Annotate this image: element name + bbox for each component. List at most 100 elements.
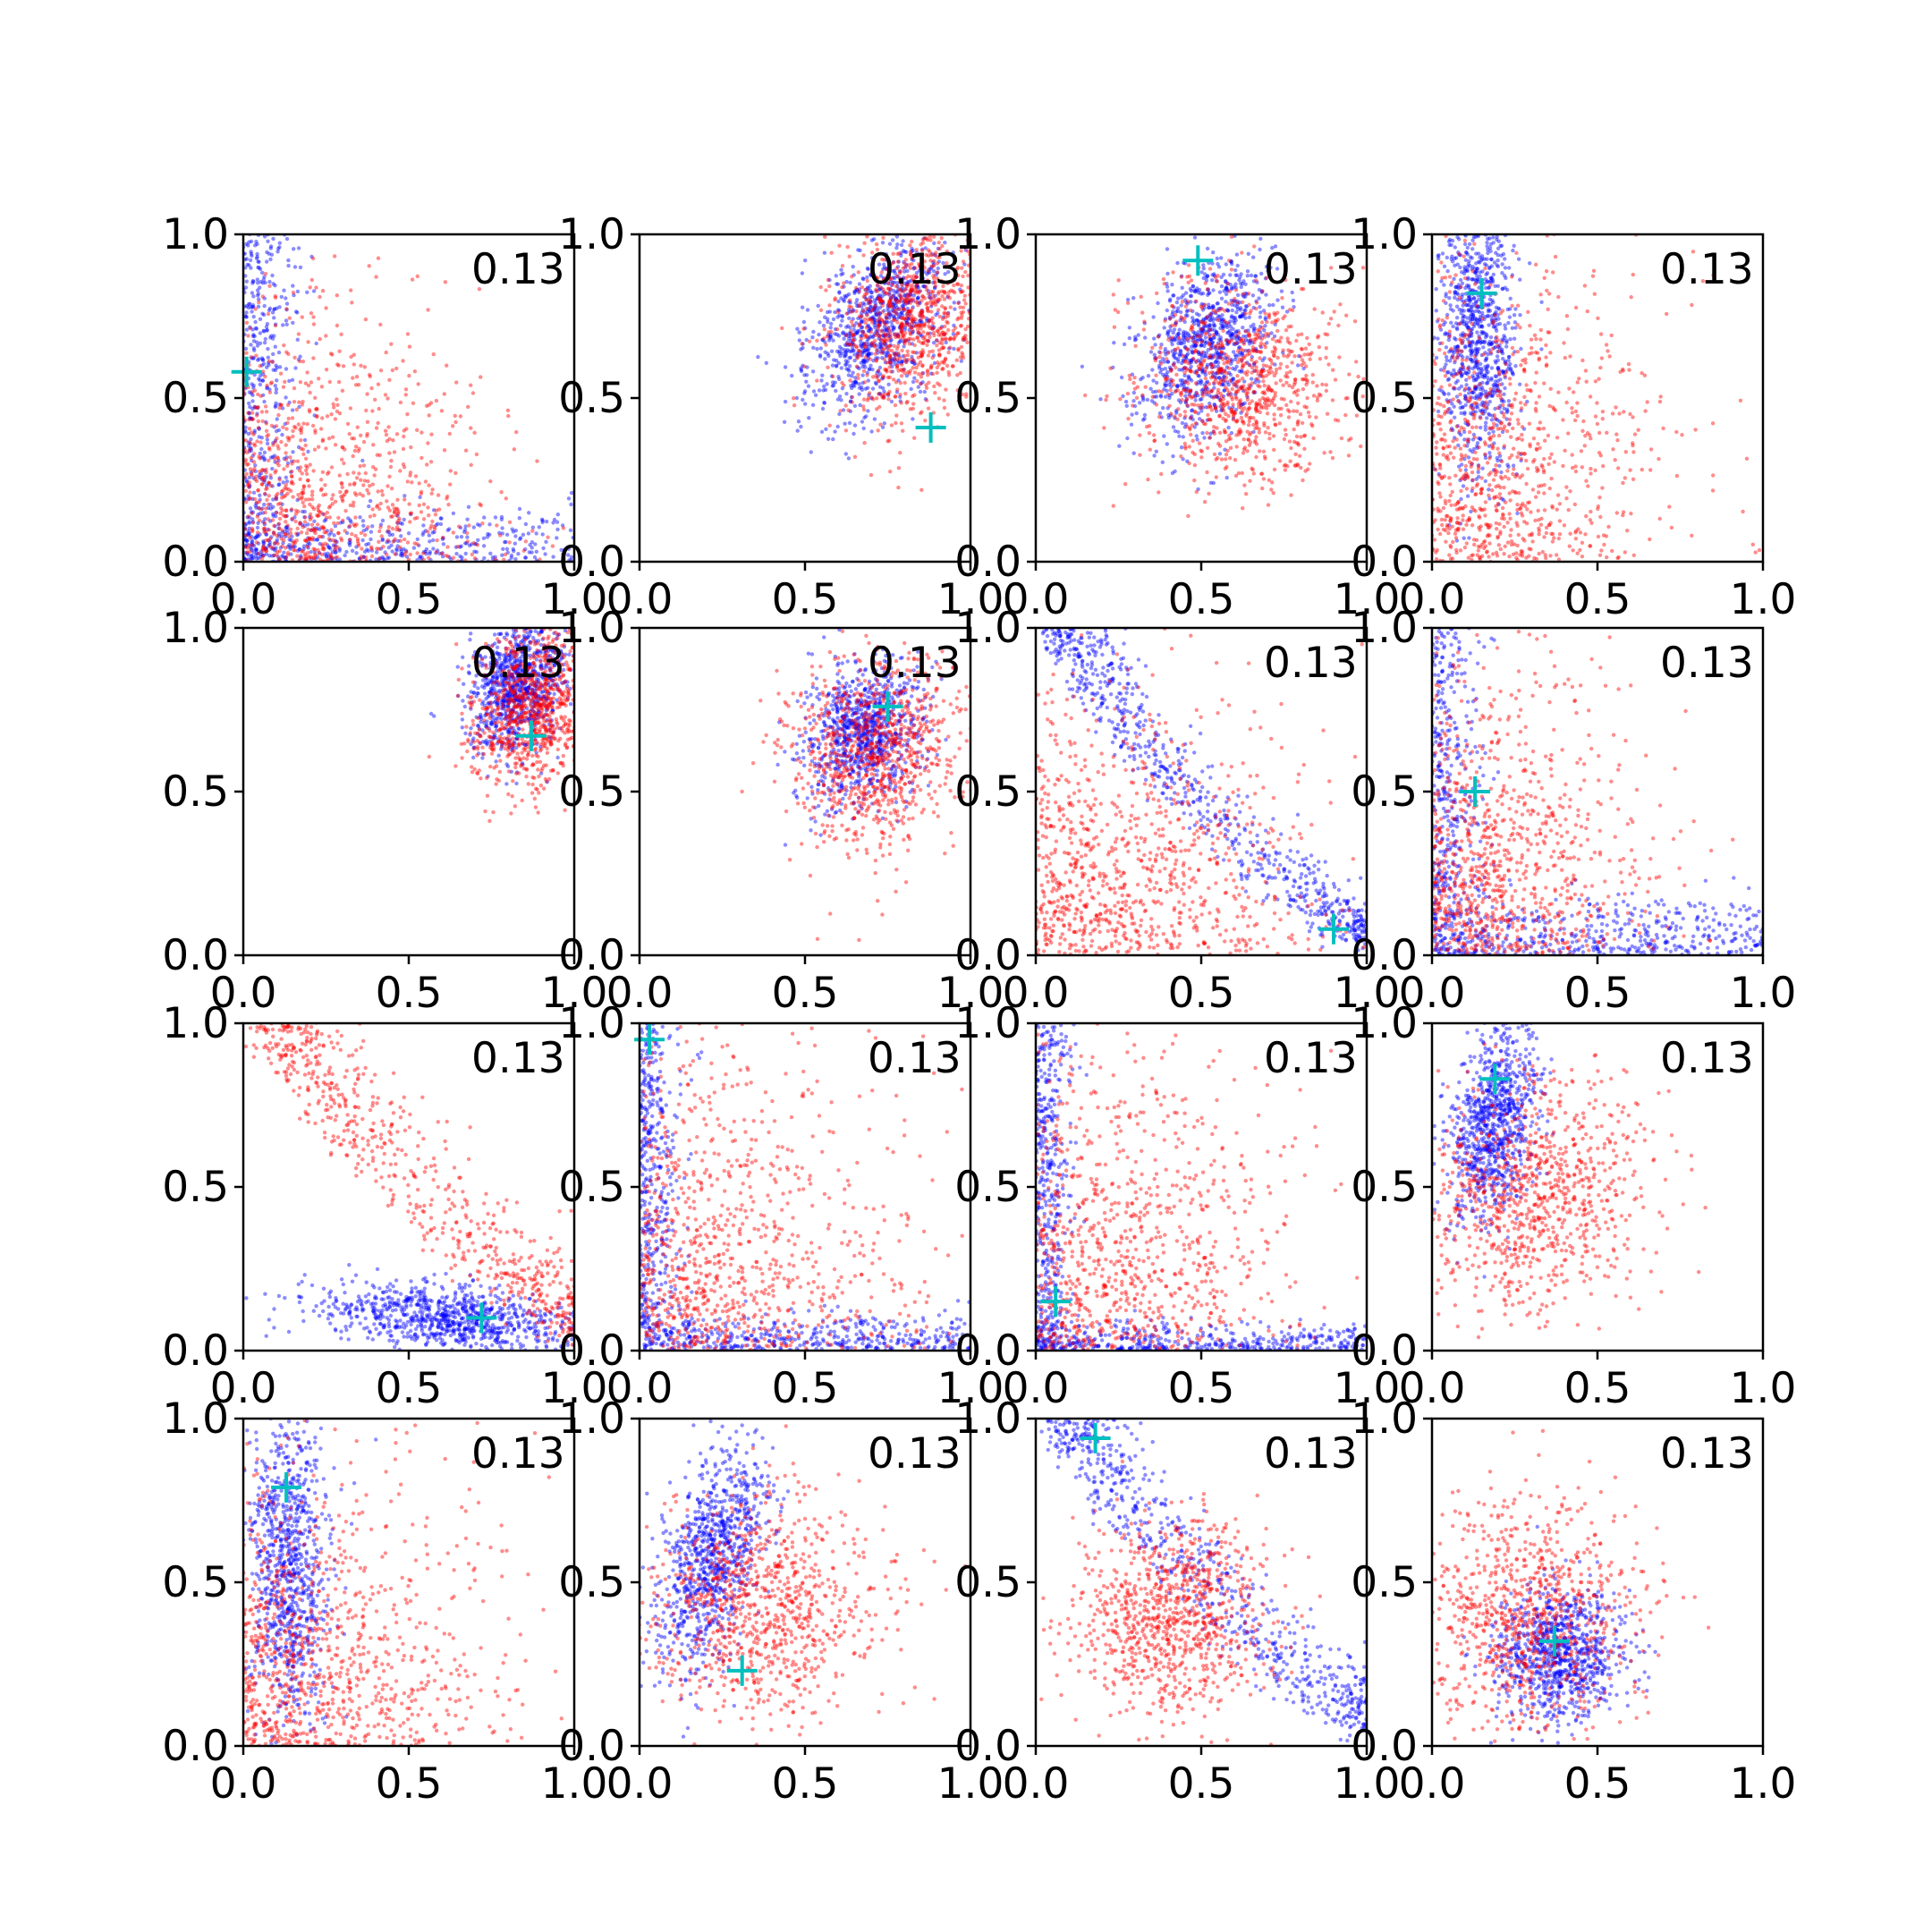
blue-point — [1185, 386, 1190, 391]
blue-point — [463, 551, 468, 556]
red-point — [1288, 349, 1292, 354]
red-point — [249, 430, 254, 435]
red-point — [353, 445, 359, 449]
blue-point — [1204, 380, 1208, 386]
x-tick-label: 0.0 — [210, 575, 277, 624]
blue-point — [418, 495, 422, 500]
blue-point — [907, 292, 911, 298]
blue-point — [247, 557, 251, 562]
red-point — [250, 543, 255, 547]
blue-point — [834, 274, 838, 278]
blue-point — [869, 238, 875, 242]
blue-point — [1179, 295, 1184, 300]
blue-point — [252, 334, 257, 339]
red-point — [303, 556, 309, 561]
blue-point — [1226, 340, 1231, 344]
red-point — [921, 323, 927, 327]
red-point — [886, 281, 891, 285]
blue-point — [886, 303, 890, 308]
blue-point — [910, 257, 914, 262]
red-point — [1188, 308, 1193, 313]
red-point — [333, 254, 337, 258]
red-point — [896, 466, 902, 470]
red-point — [1134, 395, 1140, 400]
red-point — [971, 327, 975, 331]
red-point — [963, 269, 968, 275]
red-point — [266, 502, 271, 507]
blue-point — [255, 340, 259, 344]
blue-point — [1225, 281, 1230, 286]
blue-point — [398, 553, 403, 557]
blue-point — [287, 538, 292, 542]
blue-point — [1208, 337, 1213, 343]
red-point — [479, 375, 483, 379]
blue-point — [764, 360, 768, 365]
red-point — [318, 294, 322, 300]
red-point — [935, 226, 938, 230]
blue-point — [273, 524, 277, 529]
blue-point — [1161, 372, 1165, 377]
red-point — [1259, 471, 1265, 476]
red-point — [316, 505, 320, 510]
blue-point — [847, 369, 852, 373]
red-point — [887, 301, 893, 305]
red-point — [902, 307, 906, 311]
red-point — [394, 506, 399, 511]
blue-point — [886, 382, 891, 386]
blue-point — [1184, 386, 1189, 392]
blue-point — [324, 554, 328, 558]
red-point — [1246, 423, 1251, 428]
blue-point — [250, 496, 255, 502]
blue-point — [1152, 401, 1157, 405]
blue-point — [267, 306, 273, 310]
blue-point — [244, 242, 249, 246]
red-point — [931, 411, 936, 415]
blue-point — [877, 287, 882, 292]
blue-point — [1214, 409, 1219, 413]
red-point — [826, 277, 831, 283]
red-point — [953, 290, 957, 295]
blue-point — [361, 523, 366, 528]
red-point — [1180, 300, 1185, 304]
red-point — [908, 290, 912, 294]
blue-point — [1200, 392, 1205, 396]
blue-point — [866, 349, 870, 353]
blue-point — [1167, 393, 1172, 398]
red-point — [911, 359, 917, 364]
red-point — [877, 280, 883, 284]
red-point — [910, 262, 914, 267]
red-point — [1237, 357, 1241, 361]
blue-point — [911, 417, 915, 421]
blue-point — [915, 296, 919, 301]
blue-point — [244, 327, 250, 332]
blue-point — [1241, 292, 1245, 297]
blue-point — [900, 359, 904, 364]
blue-point — [284, 455, 289, 460]
red-point — [1310, 424, 1315, 428]
red-point — [263, 271, 268, 276]
red-point — [1108, 366, 1113, 370]
blue-point — [1251, 255, 1256, 259]
red-point — [341, 445, 345, 450]
red-point — [965, 238, 970, 242]
red-point — [294, 538, 299, 543]
red-point — [863, 287, 869, 292]
blue-point — [380, 538, 385, 543]
red-point — [886, 392, 891, 396]
blue-point — [285, 530, 290, 536]
blue-point — [905, 282, 910, 286]
blue-point — [890, 238, 895, 242]
red-point — [316, 522, 320, 527]
red-point — [961, 355, 966, 360]
red-point — [318, 557, 322, 562]
blue-point — [1199, 327, 1204, 332]
red-point — [366, 479, 370, 484]
red-point — [358, 492, 362, 496]
red-point — [1213, 309, 1218, 315]
red-point — [941, 284, 945, 289]
red-point — [886, 275, 892, 279]
red-point — [925, 343, 929, 347]
red-point — [327, 515, 332, 520]
red-point — [911, 318, 916, 322]
blue-point — [1138, 401, 1142, 405]
